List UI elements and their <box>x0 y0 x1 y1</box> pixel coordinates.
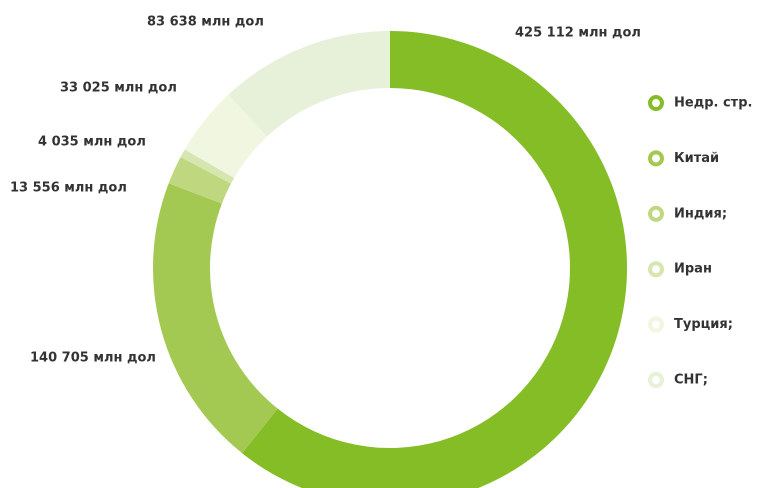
donut-slice <box>153 183 278 454</box>
legend-marker <box>648 316 664 333</box>
legend-marker <box>648 261 664 278</box>
legend-label: СНГ; <box>674 373 708 388</box>
legend-label: Китай <box>674 151 719 166</box>
legend-marker <box>648 372 664 388</box>
donut-slice <box>242 31 627 488</box>
data-label: 140 705 млн дол <box>30 351 156 366</box>
donut-slice <box>228 31 390 137</box>
data-label: 33 025 млн дол <box>60 81 177 96</box>
legend-label: Недр. стр. <box>674 96 752 111</box>
legend-marker <box>648 205 664 222</box>
data-label: 83 638 млн дол <box>147 15 264 30</box>
legend-label: Турция; <box>674 317 733 332</box>
legend-label: Иран <box>674 262 712 277</box>
data-label: 425 112 млн дол <box>515 26 641 41</box>
legend-marker <box>648 95 664 111</box>
donut-slice <box>168 156 231 204</box>
donut-slice <box>180 149 235 184</box>
data-label: 13 556 млн дол <box>10 181 127 196</box>
data-label: 4 035 млн дол <box>38 135 146 150</box>
donut-slice <box>184 94 268 178</box>
legend-marker <box>648 150 664 167</box>
legend-label: Индия; <box>674 206 727 221</box>
